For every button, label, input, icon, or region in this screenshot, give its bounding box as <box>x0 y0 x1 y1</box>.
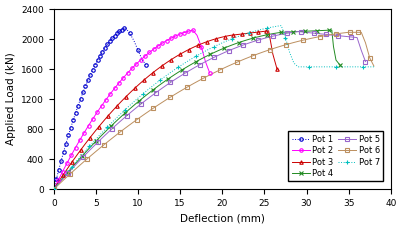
X-axis label: Deflection (mm): Deflection (mm) <box>179 213 264 224</box>
Legend: Pot 1, Pot 2, Pot 3, Pot 4, Pot 5, Pot 6, Pot 7: Pot 1, Pot 2, Pot 3, Pot 4, Pot 5, Pot 6… <box>288 131 382 181</box>
Y-axis label: Applied Load (kN): Applied Load (kN) <box>6 53 16 145</box>
